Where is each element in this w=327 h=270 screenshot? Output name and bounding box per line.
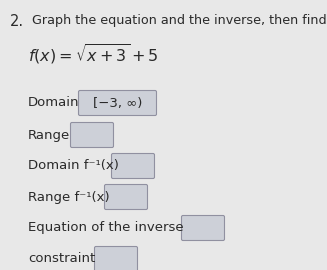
Text: [−3, ∞): [−3, ∞) <box>93 96 142 110</box>
FancyBboxPatch shape <box>78 90 157 116</box>
Text: Graph the equation and the inverse, then find:: Graph the equation and the inverse, then… <box>32 14 327 27</box>
FancyBboxPatch shape <box>112 154 154 178</box>
Text: Domain: Domain <box>28 96 79 110</box>
Text: Range f⁻¹(x): Range f⁻¹(x) <box>28 191 110 204</box>
Text: Domain f⁻¹(x): Domain f⁻¹(x) <box>28 160 119 173</box>
FancyBboxPatch shape <box>105 184 147 210</box>
FancyBboxPatch shape <box>181 215 225 241</box>
FancyBboxPatch shape <box>71 123 113 147</box>
Text: Equation of the inverse: Equation of the inverse <box>28 221 184 235</box>
Text: Range: Range <box>28 129 70 141</box>
Text: $f(x) = \sqrt{x+3}+5$: $f(x) = \sqrt{x+3}+5$ <box>28 42 158 66</box>
FancyBboxPatch shape <box>95 247 137 270</box>
Text: constraint: constraint <box>28 252 95 265</box>
Text: 2.: 2. <box>10 14 24 29</box>
